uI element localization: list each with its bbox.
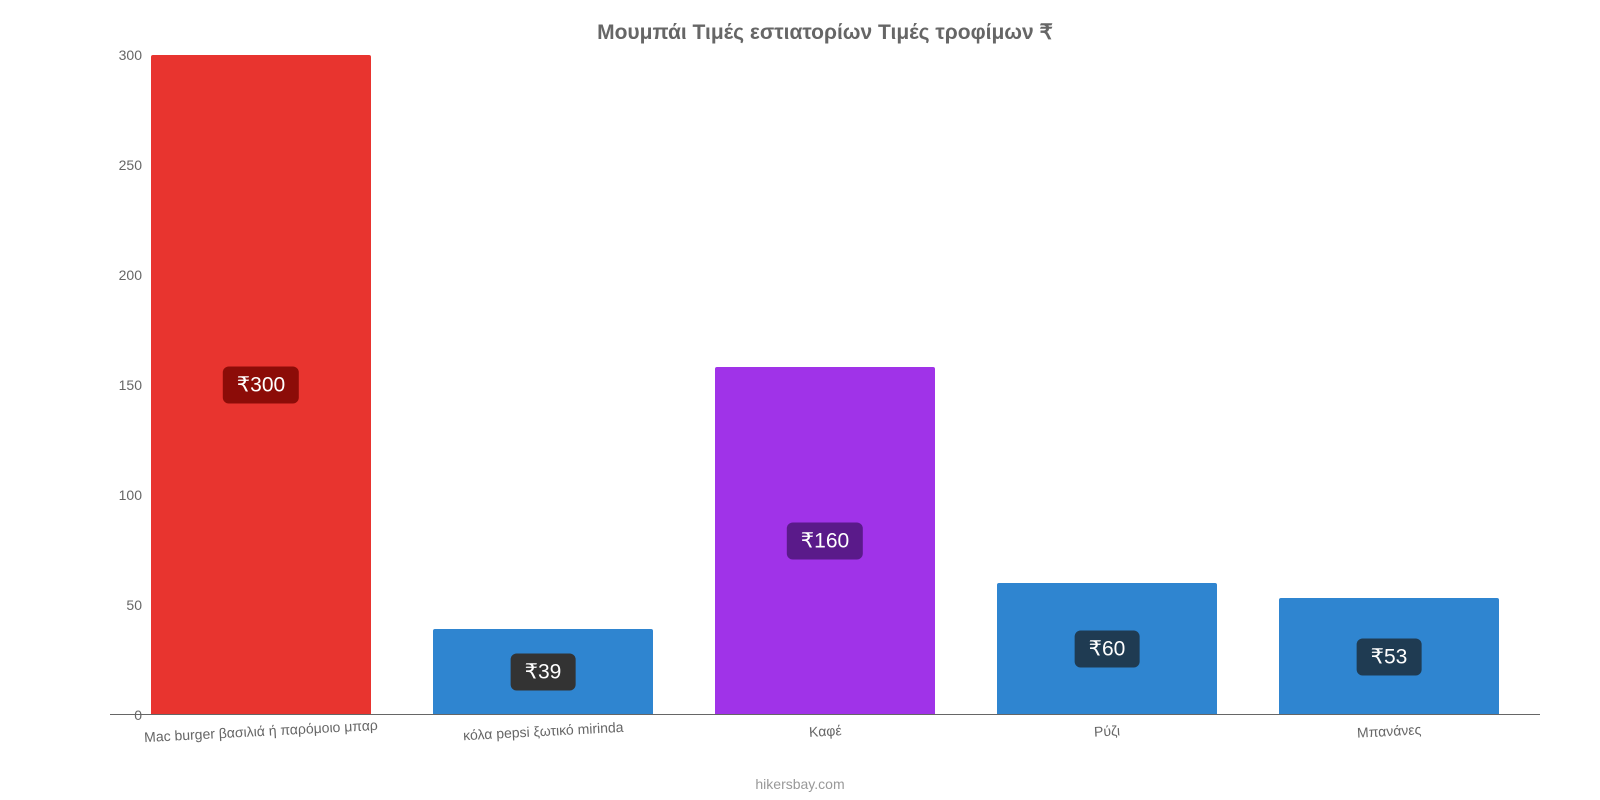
chart-container: Μουμπάι Τιμές εστιατορίων Τιμές τροφίμων… <box>0 0 1600 800</box>
bar-slot: ₹53 <box>1248 55 1530 715</box>
bar-slot: ₹160 <box>684 55 966 715</box>
bar-value-badge: ₹160 <box>787 523 863 560</box>
x-label: Καφέ <box>808 722 841 740</box>
plot-area: 050100150200250300 ₹300₹39₹160₹60₹53 Mac… <box>110 55 1540 715</box>
bar-value-badge: ₹39 <box>511 654 576 691</box>
x-label-slot: Μπανάνες <box>1248 723 1530 739</box>
bar: ₹300 <box>151 55 371 715</box>
bars-area: ₹300 ₹39 ₹160 ₹60 ₹53 <box>110 55 1540 715</box>
x-label-slot: κόλα pepsi ξωτικό mirinda <box>402 723 684 739</box>
x-label: κόλα pepsi ξωτικό mirinda <box>462 719 623 743</box>
bar-slot: ₹60 <box>966 55 1248 715</box>
bar-value-badge: ₹53 <box>1357 638 1422 675</box>
x-label: Ρύζι <box>1094 722 1121 739</box>
bar-value-badge: ₹300 <box>223 367 299 404</box>
bar-slot: ₹39 <box>402 55 684 715</box>
bar: ₹160 <box>715 367 935 715</box>
bar-slot: ₹300 <box>120 55 402 715</box>
x-label-slot: Ρύζι <box>966 723 1248 739</box>
bar: ₹53 <box>1279 598 1499 715</box>
bar: ₹39 <box>433 629 653 715</box>
x-axis-labels: Mac burger βασιλιά ή παρόμοιο μπαρκόλα p… <box>110 723 1540 739</box>
x-label: Mac burger βασιλιά ή παρόμοιο μπαρ <box>144 717 378 745</box>
chart-title: Μουμπάι Τιμές εστιατορίων Τιμές τροφίμων… <box>110 20 1540 45</box>
attribution-text: hikersbay.com <box>755 776 844 792</box>
x-label-slot: Mac burger βασιλιά ή παρόμοιο μπαρ <box>120 723 402 739</box>
x-label-slot: Καφέ <box>684 723 966 739</box>
bar: ₹60 <box>997 583 1217 715</box>
bar-value-badge: ₹60 <box>1075 631 1140 668</box>
baseline <box>110 714 1540 715</box>
x-label: Μπανάνες <box>1356 721 1421 740</box>
